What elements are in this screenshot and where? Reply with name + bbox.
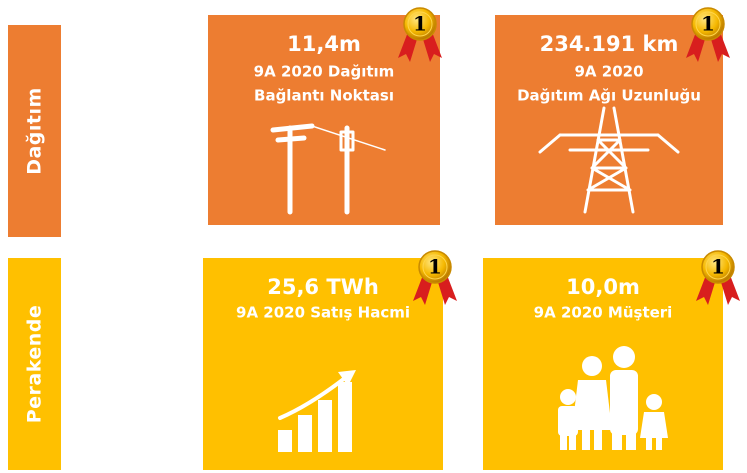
tile	[483, 258, 723, 470]
medal-rank: 1	[413, 12, 427, 36]
medal-rank: 1	[428, 255, 442, 279]
tile-caption: 9A 2020 Müşteri	[534, 304, 673, 322]
tile-value: 25,6 TWh	[267, 275, 379, 299]
tile-caption: 9A 2020 Satış Hacmi	[236, 304, 410, 322]
tile-value: 11,4m	[287, 32, 361, 56]
section-label: Perakende	[24, 305, 46, 424]
tile-caption: 9A 2020	[574, 63, 643, 81]
section-label: Dağıtım	[24, 87, 46, 175]
family-icon	[558, 346, 668, 450]
pylon-icon	[538, 106, 680, 214]
section-bar	[8, 25, 61, 237]
growth-chart-icon	[278, 370, 356, 452]
tile-caption: Dağıtım Ağı Uzunluğu	[517, 87, 701, 105]
tile-caption: Bağlantı Noktası	[254, 87, 394, 105]
power-pole-icon	[270, 123, 386, 215]
tile-value: 234.191 km	[540, 32, 679, 56]
medal-rank: 1	[711, 255, 725, 279]
tile-caption: 9A 2020 Dağıtım	[254, 63, 395, 81]
section-bar	[8, 258, 61, 470]
medal-rank: 1	[701, 12, 715, 36]
tile-value: 10,0m	[566, 275, 640, 299]
